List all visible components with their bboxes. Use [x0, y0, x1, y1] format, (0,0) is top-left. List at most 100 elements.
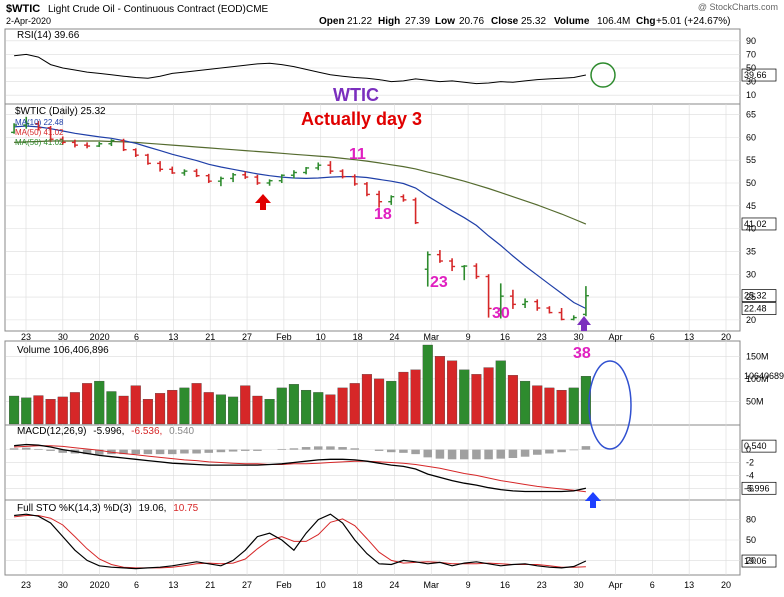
- macd-histogram-bar: [94, 449, 104, 455]
- rsi-label: RSI(14) 39.66: [17, 30, 80, 41]
- price-last-value: 25.32: [744, 291, 767, 301]
- x-tick-label: 30: [574, 332, 584, 342]
- macd-last-value: -5.996: [744, 483, 770, 493]
- macd-label: MACD(12,26,9): [17, 426, 86, 437]
- price-y-tick: 50: [746, 178, 756, 188]
- macd-histogram-bar: [581, 446, 591, 450]
- sto-d-value: 10.75: [173, 503, 198, 514]
- rsi-y-tick: 90: [746, 36, 756, 46]
- sto-k-value: 19.06,: [139, 503, 167, 514]
- price-y-tick: 20: [746, 315, 756, 325]
- volume-bar: [203, 392, 214, 425]
- price-y-tick: 45: [746, 201, 756, 211]
- x-tick-label: 6: [134, 580, 139, 590]
- volume-bar: [252, 395, 263, 425]
- macd-histogram-bar: [301, 447, 311, 450]
- price-label: $WTIC (Daily) 25.32: [15, 106, 106, 117]
- macd-histogram-bar: [423, 449, 433, 458]
- open-value: 21.22: [347, 16, 372, 27]
- macd-histogram-bar: [289, 448, 299, 450]
- price-panel: [4, 103, 741, 332]
- rsi-series: 39.66: [14, 53, 777, 85]
- macd-histogram-bar: [496, 449, 506, 459]
- volume-bar: [349, 383, 360, 425]
- volume-bar: [21, 397, 32, 425]
- annotation-count-11: 11: [349, 146, 366, 163]
- x-tick-label: Apr: [608, 580, 622, 590]
- x-tick-label: Feb: [276, 332, 292, 342]
- volume-bar: [167, 389, 178, 425]
- x-tick-label: 16: [500, 580, 510, 590]
- macd-hist-last-value-box: [741, 439, 777, 453]
- svg-text:MACD(12,26,9) -5.996,: MACD(12,26,9) -5.996, -6.536, 0.540: [17, 426, 195, 437]
- volume-bar: [386, 380, 397, 425]
- chart-symbol: $WTIC: [6, 3, 40, 15]
- volume-bars: 106406896: [9, 344, 784, 425]
- open-label: Open: [319, 16, 345, 27]
- macd-histogram-bar: [411, 449, 420, 455]
- ma10-last-value: 22.48: [744, 304, 767, 314]
- macd-histogram-bar: [34, 448, 43, 450]
- rsi-last-value: 39.66: [744, 70, 767, 80]
- macd-histogram-bar: [253, 449, 262, 451]
- volume-label-panel: Volume 106,406,896: [17, 345, 109, 356]
- macd-histogram-bar: [9, 448, 19, 450]
- volume-bar: [301, 389, 312, 425]
- x-tick-label: 18: [353, 332, 363, 342]
- annotation-count-38: 38: [573, 345, 591, 362]
- volume-bar: [191, 383, 202, 425]
- macd-histogram-bar: [338, 447, 347, 450]
- annotation-wtic: WTIC: [333, 85, 379, 105]
- ma10-last-value-box: [741, 302, 777, 315]
- x-tick-label: 10: [316, 332, 326, 342]
- price-y-tick: 60: [746, 132, 756, 142]
- purple-up-arrow-icon: [577, 316, 591, 331]
- volume-bar: [374, 378, 385, 425]
- volume-bar: [532, 385, 543, 425]
- macd-series: 0.540 -5.996: [9, 439, 777, 495]
- volume-bar: [495, 360, 506, 425]
- macd-histogram-bar: [204, 449, 214, 453]
- macd-histogram-bar: [520, 449, 530, 457]
- x-tick-label: 16: [500, 332, 510, 342]
- chart-name: Light Crude Oil - Continuous Contract (E…: [48, 4, 246, 15]
- macd-histogram-bar: [155, 449, 165, 455]
- macd-histogram-bar: [557, 449, 566, 453]
- volume-bar: [9, 395, 20, 425]
- macd-histogram-bar: [277, 448, 287, 450]
- macd-histogram-bar: [399, 449, 408, 453]
- volume-bar: [556, 389, 567, 425]
- macd-histogram-bar: [313, 446, 323, 450]
- price-y-tick: 35: [746, 246, 756, 256]
- ma10-line: [14, 125, 587, 310]
- volume-bar: [106, 391, 117, 425]
- volume-bar: [471, 374, 482, 425]
- volume-bar: [45, 399, 56, 425]
- volume-y-tick: 50M: [746, 396, 764, 406]
- blue-up-arrow-icon: [585, 492, 601, 508]
- volume-bar: [130, 385, 141, 425]
- x-tick-label: Apr: [608, 332, 622, 342]
- high-value: 27.39: [405, 16, 430, 27]
- macd-last-value-box: [741, 481, 777, 495]
- annotation-count-18: 18: [374, 206, 392, 223]
- macd-y-tick: -4: [746, 470, 754, 480]
- volume-bar: [325, 394, 336, 425]
- chg-value: +5.01 (+24.67%): [656, 16, 731, 27]
- macd-histogram-bar: [58, 449, 68, 453]
- rsi-y-tick: 70: [746, 49, 756, 59]
- volume-bar: [361, 374, 372, 425]
- macd-histogram-bar: [21, 447, 31, 450]
- macd-histogram-bar: [569, 449, 579, 451]
- volume-bar: [94, 380, 105, 425]
- volume-last-value: 106406896: [744, 371, 784, 381]
- volume-bar: [544, 387, 555, 425]
- x-tick-label: 23: [537, 580, 547, 590]
- volume-bar: [337, 387, 348, 425]
- volume-y-tick: 100M: [746, 374, 769, 384]
- macd-histogram-bar: [472, 449, 481, 460]
- volume-bar: [434, 356, 445, 425]
- macd-histogram-bar: [435, 449, 445, 459]
- volume-bar: [483, 367, 494, 425]
- macd-histogram-bar: [131, 449, 141, 455]
